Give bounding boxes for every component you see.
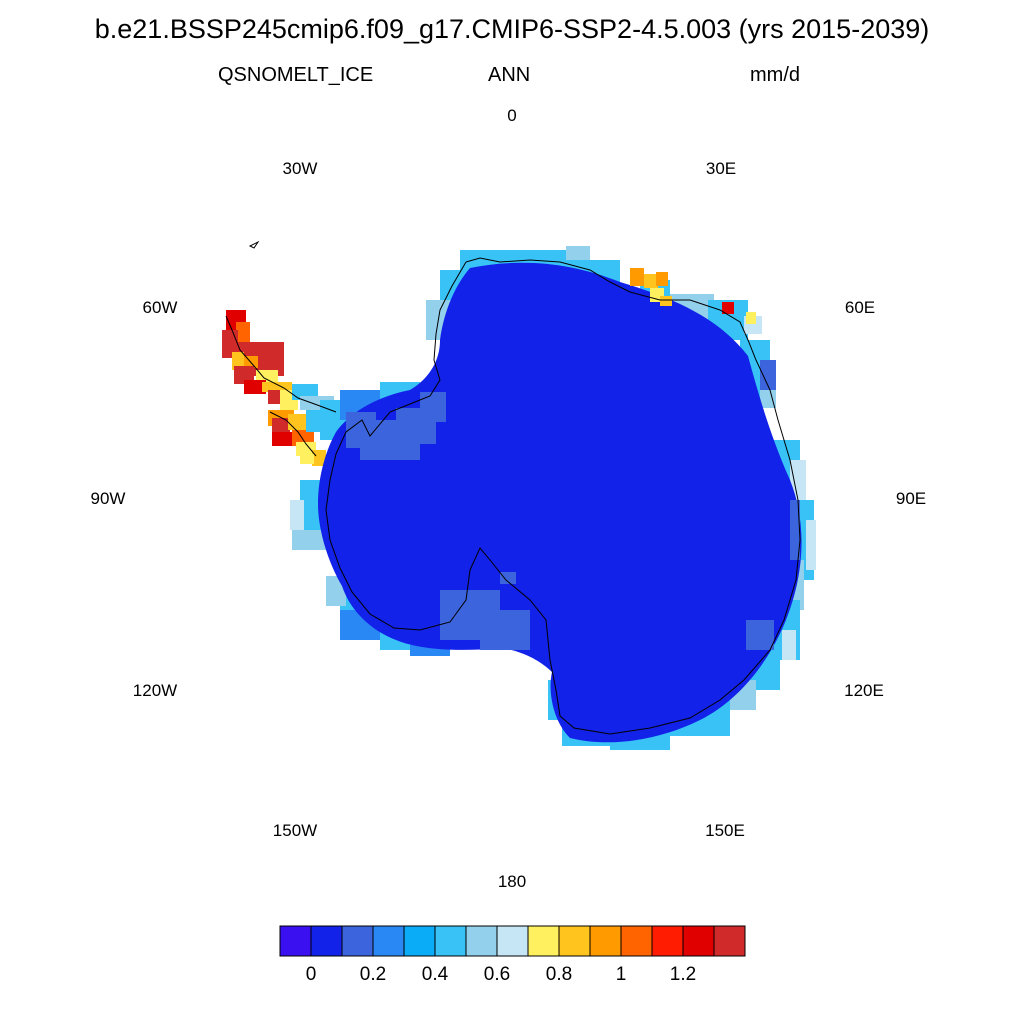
coastline bbox=[325, 257, 801, 735]
colorbar-swatch bbox=[558, 925, 591, 957]
peninsula-melt-cells bbox=[222, 310, 334, 466]
island-outline bbox=[248, 240, 260, 249]
colorbar-swatch bbox=[341, 925, 374, 957]
colorbar-tick-label: 0.4 bbox=[421, 964, 449, 985]
colorbar-swatch bbox=[279, 925, 312, 957]
ice-shelf-cells bbox=[346, 360, 800, 650]
colorbar-swatch bbox=[403, 925, 436, 957]
colorbar-swatch bbox=[682, 925, 715, 957]
colorbar-swatch bbox=[465, 925, 498, 957]
lon-label-0: 0 bbox=[507, 106, 517, 125]
colorbar-swatch bbox=[620, 925, 653, 957]
colorbar-swatch bbox=[496, 925, 529, 957]
lon-label-90e: 90E bbox=[895, 489, 927, 508]
lon-label-30w: 30W bbox=[282, 159, 318, 178]
period-label: ANN bbox=[488, 64, 531, 86]
colorbar-tick-label: 0.2 bbox=[359, 964, 387, 985]
lon-label-30e: 30E bbox=[705, 159, 737, 178]
lon-label-60w: 60W bbox=[142, 298, 178, 317]
lon-label-180: 180 bbox=[497, 872, 527, 891]
colorbar-tick-label: 1.2 bbox=[669, 964, 697, 985]
colorbar-swatch bbox=[651, 925, 684, 957]
colorbar-tick-label: 0 bbox=[305, 964, 317, 985]
colorbar-swatch bbox=[310, 925, 343, 957]
plot-title: b.e21.BSSP245cmip6.f09_g17.CMIP6-SSP2-4.… bbox=[94, 14, 930, 44]
colorbar bbox=[279, 925, 746, 957]
lon-label-120e: 120E bbox=[844, 681, 884, 700]
lon-label-150w: 150W bbox=[272, 821, 318, 840]
units-label: mm/d bbox=[750, 64, 800, 86]
colorbar-tick-label: 0.8 bbox=[545, 964, 573, 985]
lon-label-90w: 90W bbox=[90, 489, 126, 508]
variable-name: QSNOMELT_ICE bbox=[218, 64, 374, 86]
colorbar-tick-label: 0.6 bbox=[483, 964, 511, 985]
colorbar-swatch bbox=[589, 925, 622, 957]
lon-label-150e: 150E bbox=[705, 821, 745, 840]
colorbar-swatch bbox=[372, 925, 405, 957]
colorbar-swatch bbox=[713, 925, 746, 957]
colorbar-swatch bbox=[527, 925, 560, 957]
lon-label-60e: 60E bbox=[844, 298, 876, 317]
colorbar-tick-label: 1 bbox=[615, 964, 627, 985]
lon-label-120w: 120W bbox=[132, 681, 178, 700]
colorbar-swatch bbox=[434, 925, 467, 957]
peninsula-coastline bbox=[225, 315, 337, 457]
